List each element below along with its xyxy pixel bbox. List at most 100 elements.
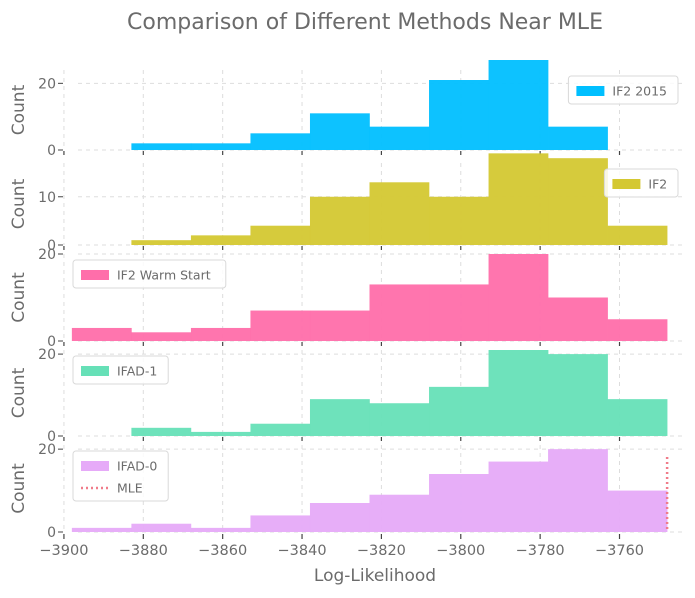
y-axis-label: Count <box>9 463 29 514</box>
histogram-bar <box>190 327 251 341</box>
legend-label: IF2 <box>648 177 667 192</box>
y-tick-label: 0 <box>47 143 56 159</box>
x-tick-label: −3860 <box>198 543 247 559</box>
histogram-bar <box>607 225 668 245</box>
histogram-bar <box>607 399 668 436</box>
histogram-bar <box>369 403 430 436</box>
legend-label: IF2 2015 <box>612 84 667 99</box>
histogram-bars <box>71 449 668 532</box>
panel-1: 0 20 Count IF2 2015 <box>9 60 683 159</box>
y-axis-label: Count <box>9 367 29 418</box>
y-tick-label: 10 <box>38 190 56 206</box>
histogram-bar <box>429 80 489 150</box>
panel-2: 0 10 Count IF2 <box>9 153 683 254</box>
x-tick-label: −3780 <box>516 543 565 559</box>
y-tick-label: 0 <box>47 334 56 350</box>
histogram-bar <box>71 527 132 532</box>
histogram-bar <box>190 527 251 532</box>
legend-box <box>72 355 169 385</box>
histogram-bar <box>71 327 132 341</box>
x-axis: −3900 −3880 −3860 −3840 −3820 −3800 −3780 −3760 <box>39 534 644 559</box>
histogram-bar <box>429 386 489 436</box>
legend: IF2 Warm Start <box>72 259 227 289</box>
histogram-bar <box>131 240 192 245</box>
legend: IFAD-1 <box>72 355 169 385</box>
histogram-bar <box>309 310 370 341</box>
legend-label: MLE <box>117 481 143 496</box>
histogram-bar <box>488 254 549 341</box>
panel-3: 0 20 Count IF2 Warm Start <box>9 247 683 350</box>
panel-4: 0 20 Count IFAD-1 <box>9 347 683 445</box>
histogram-bar <box>548 449 608 532</box>
histogram-bar <box>309 503 370 532</box>
x-tick-label: −3820 <box>357 543 406 559</box>
legend-swatch <box>576 86 605 96</box>
histogram-bar <box>131 523 192 532</box>
histogram-bars <box>131 350 668 436</box>
histogram-bar <box>190 235 251 245</box>
legend-box <box>72 259 227 289</box>
histogram-bar <box>190 143 251 150</box>
y-tick-label: 0 <box>47 525 56 541</box>
histogram-bar <box>488 60 549 150</box>
histogram-bar <box>309 196 370 245</box>
legend-swatch <box>81 270 109 280</box>
histogram-bar <box>607 319 668 341</box>
histogram-bar <box>250 310 311 341</box>
histogram-bar <box>131 427 192 436</box>
histogram-bar <box>488 461 549 532</box>
histogram-bar <box>309 113 370 150</box>
legend: IF2 <box>603 168 679 198</box>
histogram-bars <box>71 254 668 341</box>
histogram-bar <box>369 284 430 341</box>
x-axis-label: Log-Likelihood <box>314 566 436 586</box>
y-tick-label: 20 <box>38 76 56 92</box>
legend-swatch <box>612 179 641 189</box>
y-tick-label: 20 <box>38 347 56 363</box>
histogram-bar <box>250 133 311 150</box>
legend-swatch <box>81 461 109 471</box>
histogram-bar <box>369 182 430 245</box>
y-tick-label: 0 <box>47 429 56 445</box>
histogram-bar <box>548 158 608 245</box>
histogram-bar <box>131 143 192 150</box>
legend-box <box>603 168 679 198</box>
histogram-bar <box>250 515 311 532</box>
histogram-bar <box>250 225 311 245</box>
y-tick-label: 20 <box>38 247 56 263</box>
legend: IFAD-0 MLE <box>72 450 169 502</box>
histogram-bar <box>548 126 608 150</box>
histogram-bar <box>190 431 251 436</box>
legend-label: IFAD-0 <box>117 459 157 474</box>
y-axis-label: Count <box>9 272 29 323</box>
histogram-bar <box>429 196 489 245</box>
histogram-bar <box>429 474 489 532</box>
legend-label: IFAD-1 <box>117 364 157 379</box>
histogram-bar <box>131 332 192 341</box>
histogram-bar <box>369 494 430 532</box>
legend-swatch <box>81 366 109 376</box>
y-tick-label: 0 <box>47 238 56 254</box>
y-axis-label: Count <box>9 84 29 135</box>
histogram-bar <box>309 399 370 436</box>
legend-label: IF2 Warm Start <box>117 268 211 283</box>
panel-5: 0 20 Count IFAD-0 MLE <box>9 442 683 541</box>
x-tick-label: −3880 <box>119 543 168 559</box>
x-tick-label: −3840 <box>278 543 327 559</box>
histogram-bar <box>548 297 608 341</box>
y-axis-label: Count <box>9 178 29 229</box>
x-tick-label: −3800 <box>436 543 485 559</box>
legend-box <box>567 75 679 105</box>
histogram-bar <box>488 350 549 436</box>
legend: IF2 2015 <box>567 75 679 105</box>
histogram-bar <box>488 153 549 245</box>
histogram-bar <box>250 423 311 436</box>
histogram-bar <box>607 490 668 532</box>
histogram-bar <box>369 126 430 150</box>
x-tick-label: −3900 <box>39 543 88 559</box>
histogram-bars <box>131 60 608 150</box>
histogram-bar <box>429 284 489 341</box>
